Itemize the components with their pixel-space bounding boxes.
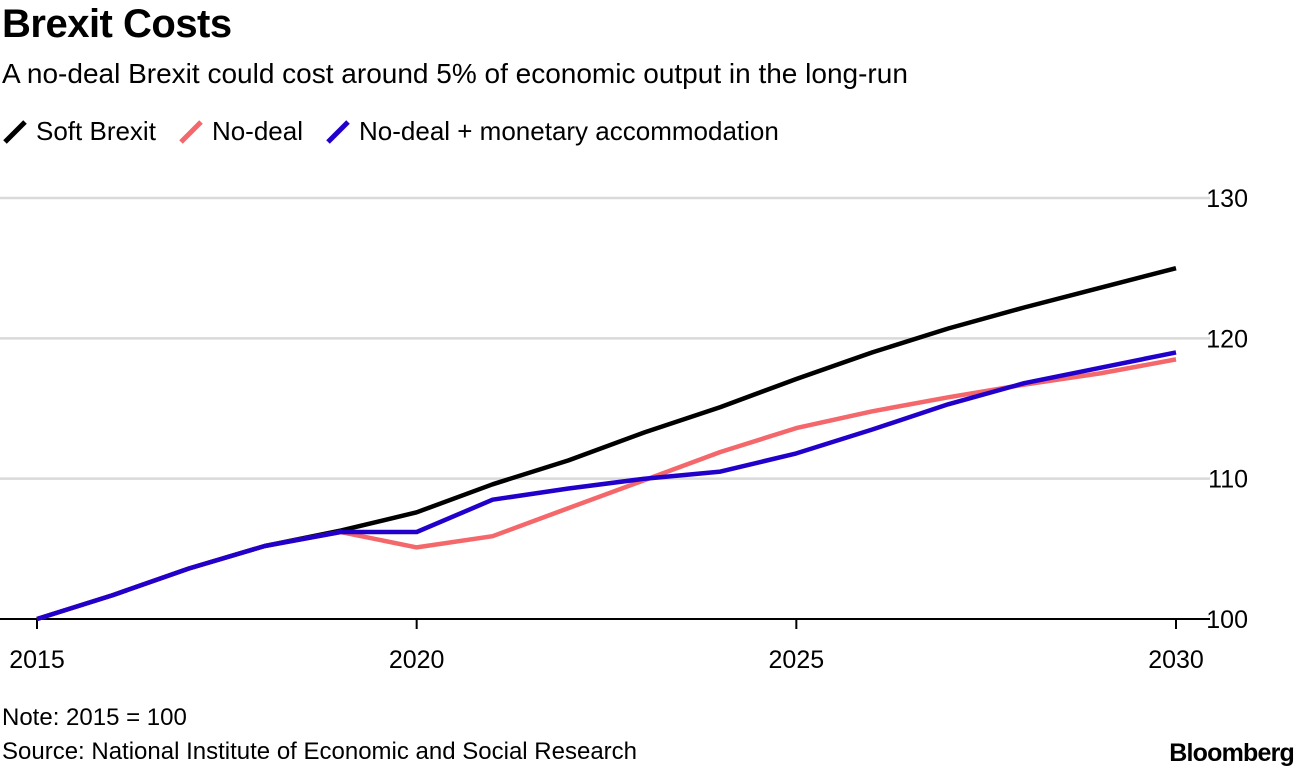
- line-chart: 100 110 120 130 2015 2020 2025 2030: [0, 185, 1248, 674]
- series-line-no-deal: [36, 357, 1177, 622]
- y-tick-label: 130: [1206, 185, 1248, 213]
- x-tick-label: 2015: [9, 646, 65, 674]
- y-tick-label: 110: [1208, 466, 1248, 494]
- legend-swatch-soft-brexit: [3, 119, 27, 144]
- x-tick-label: 2020: [389, 646, 445, 674]
- x-tick-label: 2025: [769, 646, 825, 674]
- chart-subtitle: A no-deal Brexit could cost around 5% of…: [2, 58, 908, 89]
- x-tick-label: 2030: [1148, 646, 1204, 674]
- legend-label-no-deal-monetary: No-deal + monetary accommodation: [359, 116, 779, 146]
- y-tick-label: 100: [1206, 606, 1248, 634]
- legend-item-no-deal-monetary: No-deal + monetary accommodation: [325, 116, 779, 147]
- legend-swatch-no-deal: [179, 119, 203, 144]
- chart-source: Source: National Institute of Economic a…: [2, 738, 638, 765]
- chart-title: Brexit Costs: [2, 2, 232, 46]
- series-line-soft-brexit: [36, 266, 1177, 622]
- y-tick-label: 120: [1206, 325, 1248, 353]
- legend: Soft Brexit No-deal No-deal + monetary a…: [2, 116, 801, 147]
- series-line-no-deal-monetary: [36, 350, 1177, 622]
- legend-swatch-no-deal-monetary: [326, 119, 350, 144]
- bloomberg-logo: Bloomberg: [1169, 739, 1295, 767]
- legend-label-no-deal: No-deal: [211, 116, 303, 146]
- legend-label-soft-brexit: Soft Brexit: [36, 116, 156, 146]
- legend-item-no-deal: No-deal: [178, 116, 303, 147]
- legend-item-soft-brexit: Soft Brexit: [2, 116, 156, 147]
- chart-note: Note: 2015 = 100: [2, 704, 187, 731]
